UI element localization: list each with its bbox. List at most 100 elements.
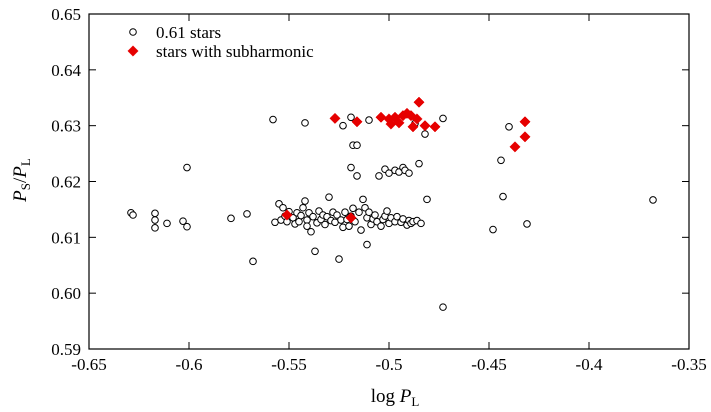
data-point-0-61-stars — [301, 197, 309, 205]
data-point-subharmonic — [519, 131, 531, 143]
data-point-0-61-stars — [497, 156, 505, 165]
data-point-0-61-stars — [421, 130, 429, 138]
data-point-0-61-stars — [439, 114, 447, 123]
data-point-0-61-stars — [151, 209, 159, 218]
y-tick-label: 0.64 — [51, 61, 81, 80]
data-point-0-61-stars — [303, 216, 311, 224]
data-point-0-61-stars — [339, 121, 347, 130]
data-point-0-61-stars — [303, 222, 311, 230]
data-point-subharmonic — [413, 96, 425, 108]
data-point-0-61-stars — [349, 204, 357, 213]
y-tick-label: 0.59 — [51, 340, 81, 359]
data-point-0-61-stars — [405, 169, 413, 177]
data-point-subharmonic — [509, 141, 521, 153]
plot-frame — [88, 13, 690, 350]
x-tick-label: -0.65 — [71, 355, 106, 374]
data-point-0-61-stars — [179, 217, 187, 225]
data-point-0-61-stars — [129, 211, 137, 219]
data-point-0-61-stars — [325, 193, 333, 201]
x-tick-label: -0.45 — [471, 355, 506, 374]
data-point-0-61-stars — [383, 207, 391, 215]
data-point-0-61-stars — [355, 208, 363, 217]
data-point-subharmonic — [329, 112, 341, 124]
data-point-0-61-stars — [363, 240, 371, 249]
data-point-0-61-stars — [371, 211, 379, 219]
data-point-0-61-stars — [649, 196, 657, 204]
legend-marker-0-61-stars — [129, 28, 137, 36]
data-point-0-61-stars — [335, 255, 343, 263]
data-point-0-61-stars — [301, 119, 309, 127]
data-point-0-61-stars — [295, 217, 303, 226]
data-point-subharmonic — [407, 121, 419, 133]
data-point-0-61-stars — [499, 192, 507, 201]
data-point-0-61-stars — [333, 211, 341, 219]
y-tick-label: 0.60 — [51, 284, 81, 303]
data-point-0-61-stars — [297, 211, 305, 220]
data-point-0-61-stars — [353, 141, 361, 150]
axis-ticks — [88, 13, 690, 350]
data-point-0-61-stars — [183, 163, 191, 172]
data-point-0-61-stars — [311, 247, 319, 256]
data-points — [127, 96, 657, 311]
y-tick-label: 0.61 — [51, 228, 81, 247]
data-point-0-61-stars — [357, 226, 365, 234]
y-tick-label: 0.62 — [51, 173, 81, 192]
data-point-subharmonic — [419, 120, 431, 132]
data-point-0-61-stars — [415, 159, 423, 168]
data-point-0-61-stars — [359, 195, 367, 204]
data-point-subharmonic — [519, 116, 531, 128]
y-axis-title: PS/PL — [10, 158, 33, 203]
data-point-0-61-stars — [489, 225, 497, 234]
data-point-0-61-stars — [417, 219, 425, 228]
legend-label-subharmonic: stars with subharmonic — [156, 42, 314, 61]
data-point-0-61-stars — [227, 214, 235, 223]
legend-marker-subharmonic — [127, 45, 139, 57]
data-point-subharmonic — [375, 111, 387, 123]
data-point-0-61-stars — [345, 222, 353, 230]
data-point-0-61-stars — [299, 203, 307, 212]
legend-label-0-61-stars: 0.61 stars — [156, 23, 221, 42]
x-axis-title: log PL — [371, 386, 420, 409]
x-tick-label: -0.4 — [576, 355, 603, 374]
y-tick-labels: 0.59 0.60 0.61 0.62 0.63 0.64 0.65 — [51, 5, 81, 359]
data-point-subharmonic — [411, 113, 423, 125]
y-tick-label: 0.65 — [51, 5, 81, 24]
legend: 0.61 stars stars with subharmonic — [127, 23, 314, 61]
data-point-0-61-stars — [341, 208, 349, 217]
data-point-0-61-stars — [439, 303, 447, 311]
data-point-subharmonic — [393, 117, 405, 129]
data-point-subharmonic — [351, 116, 363, 128]
data-point-0-61-stars — [377, 222, 385, 230]
x-tick-label: -0.6 — [176, 355, 203, 374]
data-point-subharmonic — [281, 209, 293, 221]
data-point-0-61-stars — [385, 169, 393, 177]
y-tick-label: 0.63 — [51, 117, 81, 136]
data-point-0-61-stars — [423, 195, 431, 204]
data-point-0-61-stars — [163, 219, 171, 228]
data-point-0-61-stars — [347, 113, 355, 122]
data-point-0-61-stars — [279, 203, 287, 212]
data-point-0-61-stars — [151, 224, 159, 232]
legend-diamond-marker — [127, 45, 139, 57]
data-point-0-61-stars — [243, 210, 251, 218]
data-point-0-61-stars — [249, 257, 257, 266]
legend-circle-marker — [129, 28, 137, 36]
data-point-subharmonic — [345, 212, 357, 224]
x-tick-label: -0.5 — [376, 355, 403, 374]
data-point-0-61-stars — [375, 172, 383, 180]
data-point-0-61-stars — [523, 220, 531, 228]
data-point-0-61-stars — [505, 122, 513, 131]
data-point-0-61-stars — [339, 223, 347, 232]
data-point-0-61-stars — [365, 208, 373, 217]
data-point-0-61-stars — [309, 212, 317, 221]
data-point-0-61-stars — [151, 216, 159, 224]
x-tick-label: -0.55 — [271, 355, 306, 374]
data-point-0-61-stars — [321, 220, 329, 229]
data-point-0-61-stars — [269, 115, 277, 124]
data-point-0-61-stars — [307, 227, 315, 236]
data-point-subharmonic — [429, 121, 441, 133]
data-point-0-61-stars — [365, 116, 373, 124]
data-point-0-61-stars — [353, 172, 361, 180]
x-tick-label: -0.35 — [671, 355, 706, 374]
